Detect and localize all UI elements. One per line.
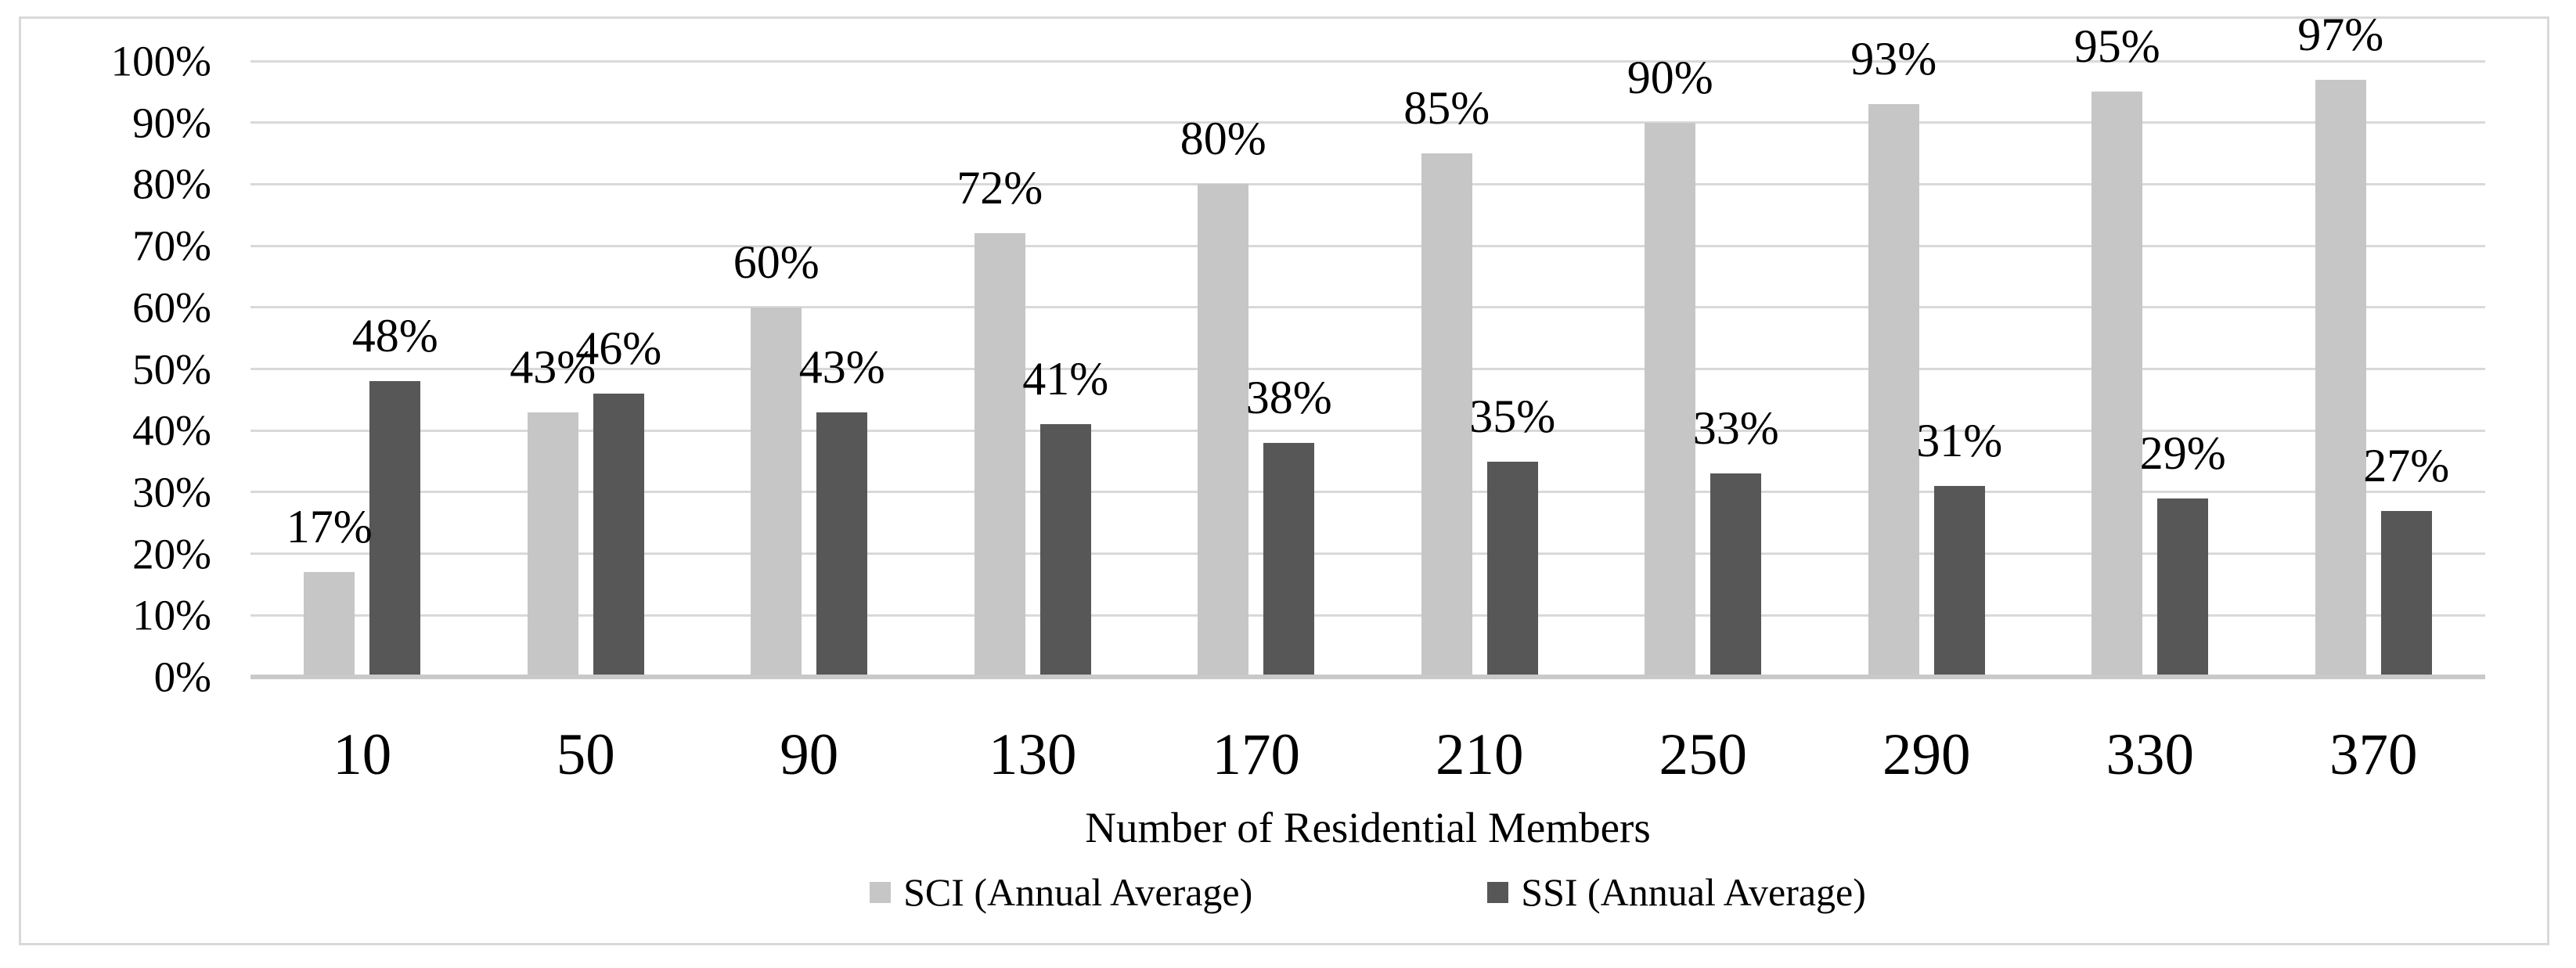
ssi-data-label-250: 33%	[1692, 402, 1779, 455]
ssi-data-label-330: 29%	[2139, 426, 2226, 479]
ssi-bar-130	[1039, 424, 1091, 677]
y-tick-label: 20%	[132, 530, 211, 578]
ssi-bar-290	[1933, 486, 1985, 677]
y-tick-label: 50%	[132, 345, 211, 393]
sci-data-label-50: 43%	[510, 340, 596, 393]
ssi-bar-90	[816, 412, 868, 677]
x-tick-label: 290	[1882, 722, 1971, 787]
ssi-data-label-90: 43%	[798, 340, 885, 393]
x-tick-label: 370	[2329, 722, 2418, 787]
gridline	[250, 59, 2485, 63]
sci-bar-210	[1421, 153, 1472, 677]
sci-data-label-330: 95%	[2073, 20, 2160, 73]
x-tick-label: 10	[333, 722, 392, 787]
legend-item-sci: SCI (Annual Average)	[870, 869, 1252, 916]
sci-series-swatch-icon	[870, 881, 892, 903]
x-axis-title: Number of Residential Members	[1085, 804, 1651, 851]
ssi-series-swatch-icon	[1487, 881, 1509, 903]
chart-frame	[19, 16, 2549, 945]
x-tick-label: 90	[780, 722, 839, 787]
ssi-data-label-170: 38%	[1245, 371, 1332, 423]
ssi-data-label-130: 41%	[1022, 353, 1109, 405]
legend: SCI (Annual Average) SSI (Annual Average…	[250, 869, 2485, 916]
gridline	[250, 121, 2485, 124]
ssi-bar-210	[1486, 461, 1538, 677]
y-tick-label: 80%	[132, 160, 211, 208]
x-tick-label: 210	[1436, 722, 1524, 787]
ssi-data-label-50: 46%	[575, 322, 662, 374]
gridline	[250, 429, 2485, 432]
gridline	[250, 552, 2485, 556]
y-tick-label: 70%	[132, 221, 211, 270]
y-tick-label: 10%	[132, 591, 211, 639]
sci-data-label-370: 97%	[2297, 8, 2384, 60]
sci-bar-130	[974, 233, 1025, 677]
sci-bar-10	[304, 572, 355, 677]
sci-data-label-90: 60%	[733, 236, 820, 288]
ssi-data-label-370: 27%	[2363, 439, 2450, 491]
sci-legend-label: SCI (Annual Average)	[903, 870, 1253, 914]
sci-bar-170	[1198, 184, 1249, 677]
gridline	[250, 368, 2485, 370]
x-tick-label: 50	[556, 722, 615, 787]
x-tick-label: 170	[1212, 722, 1301, 787]
sci-bar-50	[527, 412, 578, 677]
gridline	[250, 244, 2485, 247]
sci-bar-370	[2315, 79, 2366, 677]
y-tick-label: 100%	[110, 37, 211, 85]
gridline	[250, 491, 2485, 494]
ssi-data-label-10: 48%	[351, 310, 438, 362]
y-tick-label: 60%	[132, 283, 211, 332]
ssi-bar-370	[2380, 510, 2432, 677]
ssi-legend-label: SSI (Annual Average)	[1521, 870, 1866, 914]
x-axis-line	[250, 675, 2485, 679]
gridline	[250, 182, 2485, 185]
x-tick-label: 250	[1659, 722, 1748, 787]
gridline	[250, 614, 2485, 617]
legend-item-ssi: SSI (Annual Average)	[1487, 869, 1866, 916]
ssi-bar-50	[593, 393, 644, 677]
ssi-data-label-210: 35%	[1469, 390, 1556, 442]
gridline	[250, 306, 2485, 309]
sci-data-label-290: 93%	[1850, 33, 1937, 85]
y-tick-label: 40%	[132, 406, 211, 455]
plot-area: 17% 48% 43% 46% 60% 43% 72% 41% 80% 38% 85% 35% 90% 3…	[250, 11, 2485, 679]
y-tick-label: 0%	[153, 653, 211, 701]
sci-bar-330	[2091, 92, 2143, 677]
sci-bar-90	[751, 307, 802, 677]
sci-data-label-130: 72%	[957, 162, 1043, 214]
sci-data-label-10: 17%	[286, 501, 373, 553]
y-tick-label: 90%	[132, 99, 211, 147]
x-axis: 10 50 90 130 170 210 250 290 330 370	[250, 720, 2485, 794]
ssi-bar-170	[1263, 442, 1315, 677]
sci-data-label-170: 80%	[1180, 113, 1266, 165]
ssi-data-label-290: 31%	[1916, 415, 2003, 467]
sci-data-label-250: 90%	[1627, 51, 1713, 103]
x-tick-label: 330	[2106, 722, 2195, 787]
sci-data-label-210: 85%	[1403, 82, 1490, 135]
ssi-bar-10	[369, 381, 421, 677]
y-axis: 0% 10% 20% 30% 40% 50% 60% 70% 80% 90% 100%	[0, 40, 219, 699]
ssi-bar-330	[2157, 498, 2209, 677]
sci-bar-250	[1645, 122, 1696, 677]
y-tick-label: 30%	[132, 468, 211, 516]
sci-bar-290	[1868, 104, 1919, 677]
ssi-bar-250	[1710, 473, 1762, 677]
x-tick-label: 130	[989, 722, 1077, 787]
